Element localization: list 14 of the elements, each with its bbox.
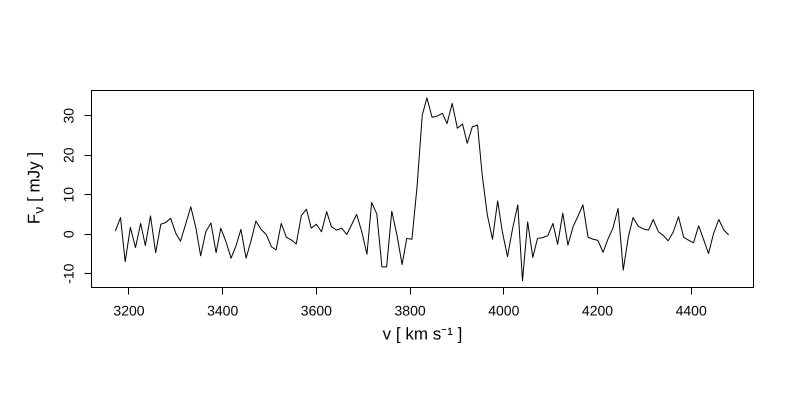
y-tick-label: 10 [60, 186, 76, 203]
x-tick-label: 4200 [582, 302, 614, 318]
y-tick-label: 20 [60, 147, 76, 164]
x-axis-title: v [ km s⁻¹ ] [382, 324, 462, 344]
y-tick-label: 0 [60, 230, 76, 238]
x-tick-label: 3200 [113, 302, 145, 318]
x-tick-label: 4400 [676, 302, 707, 318]
y-tick-label: 30 [60, 108, 76, 124]
x-tick-label: 3400 [207, 302, 238, 318]
x-tick-label: 3800 [394, 302, 426, 318]
x-tick-label: 3600 [300, 302, 332, 318]
line-series [114, 97, 730, 282]
y-tick-label: -10 [60, 263, 76, 284]
x-tick-label: 4000 [488, 302, 520, 318]
